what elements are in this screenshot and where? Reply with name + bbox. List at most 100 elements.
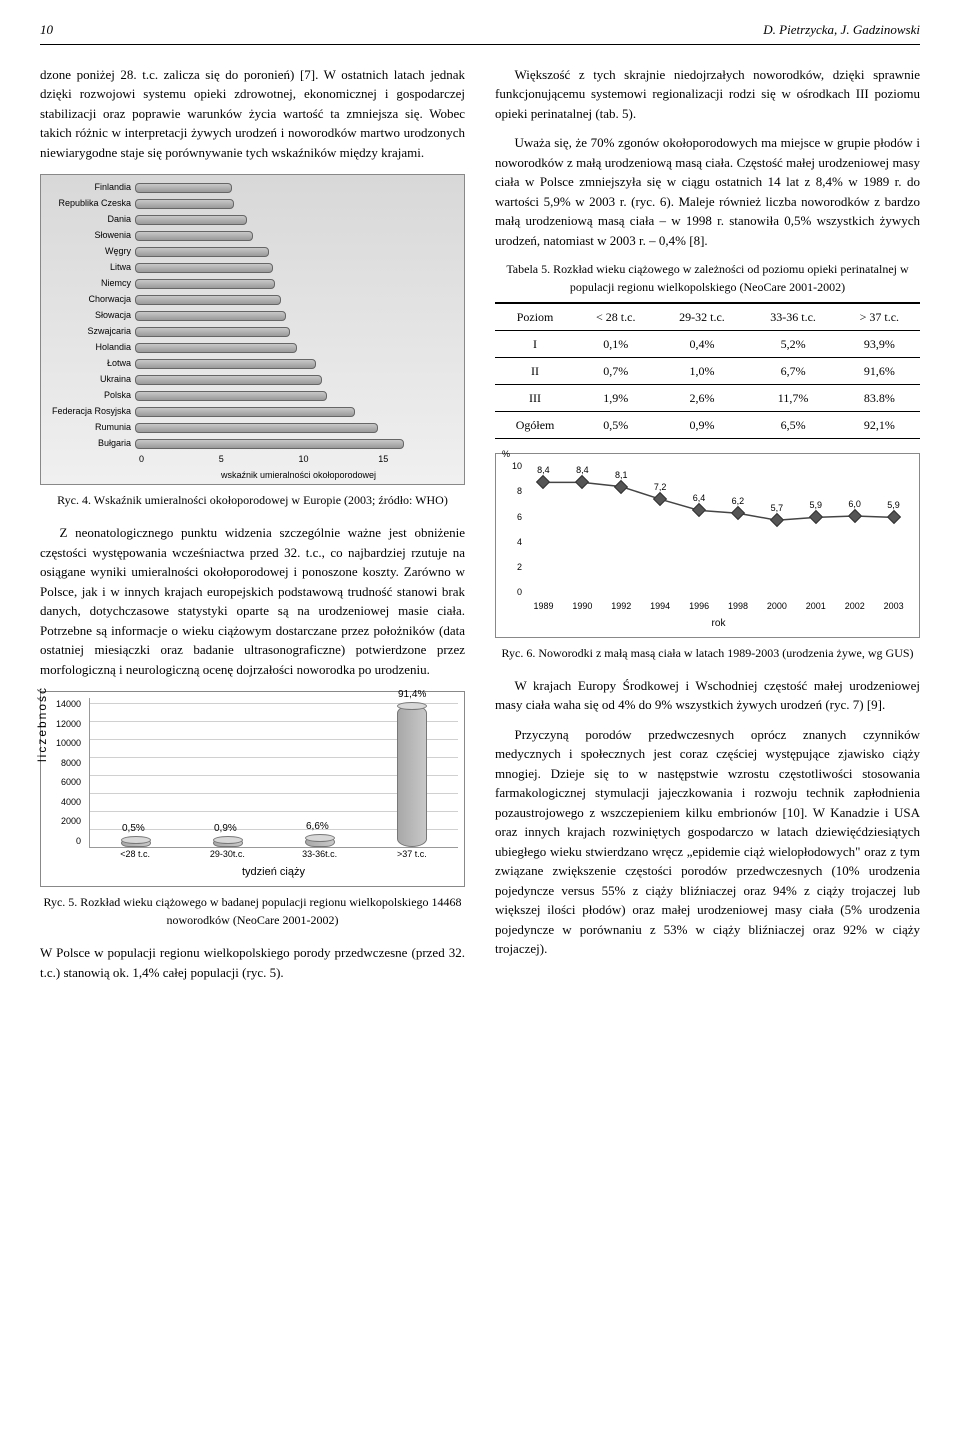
table-cell: 11,7%: [748, 385, 839, 412]
right-para-4: Przyczyną porodów przedwczesnych oprócz …: [495, 725, 920, 959]
bar-label: Ukraina: [47, 373, 135, 387]
figure-5-plot: 0,5% 0,9% 6,6% 91,4%: [89, 698, 458, 848]
column-value-label: 0,5%: [122, 821, 145, 836]
figure-5-xaxis: <28 t.c.29-30t.c.33-36t.c.>37 t.c.: [89, 848, 458, 862]
right-para-3: W krajach Europy Środkowej i Wschodniej …: [495, 676, 920, 715]
bar-axis-label: wskaźnik umieralności okołoporodowej: [139, 467, 458, 483]
bar-label: Niemcy: [47, 277, 135, 291]
yaxis-tick: 8000: [41, 757, 81, 771]
table-cell: 0,7%: [575, 358, 656, 385]
figure-5-xlabel: tydzień ciąży: [89, 862, 458, 881]
column-value-label: 91,4%: [398, 687, 426, 702]
yaxis-tick: 0: [502, 586, 522, 600]
bar: [135, 311, 286, 321]
bar-label: Federacja Rosyjska: [47, 405, 135, 419]
column-value-label: 6,6%: [306, 819, 329, 834]
bar: [135, 359, 316, 369]
right-para-2: Uważa się, że 70% zgonów okołoporodowych…: [495, 133, 920, 250]
right-column: Większość z tych skrajnie niedojrzałych …: [495, 65, 920, 993]
yaxis-tick: 4: [502, 536, 522, 550]
table-header: 29-32 t.c.: [656, 303, 747, 331]
table-cell: 6,7%: [748, 358, 839, 385]
column-3d: 91,4%: [366, 705, 458, 847]
yaxis-tick: 2: [502, 561, 522, 575]
figure-6-linechart: % 0246810 8,48,48,17,26,46,25,75,96,05,9…: [495, 453, 920, 638]
column-bar: 0,5%: [121, 839, 151, 847]
bar: [135, 327, 290, 337]
axis-tick: 15: [378, 453, 458, 467]
bar-label: Chorwacja: [47, 293, 135, 307]
bar-label: Słowacja: [47, 309, 135, 323]
figure-4-caption: Ryc. 4. Wskaźnik umieralności okołoporod…: [40, 491, 465, 509]
bar-row: Niemcy: [47, 277, 458, 291]
figure-5-yaxis: 02000400060008000100001200014000: [41, 698, 81, 848]
bar-label: Bułgaria: [47, 437, 135, 451]
bar-row: Rumunia: [47, 421, 458, 435]
bar-label: Dania: [47, 213, 135, 227]
bar-row: Litwa: [47, 261, 458, 275]
bar-row: Federacja Rosyjska: [47, 405, 458, 419]
xaxis-tick: 29-30t.c.: [181, 848, 273, 862]
line-marker-label: 8,4: [537, 464, 550, 478]
table-5-caption: Tabela 5. Rozkład wieku ciążowego w zale…: [495, 260, 920, 296]
bar: [135, 199, 234, 209]
page-number: 10: [40, 20, 53, 40]
line-marker-label: 6,2: [732, 495, 745, 509]
table-cell: III: [495, 385, 575, 412]
table-row: III1,9%2,6%11,7%83.8%: [495, 385, 920, 412]
line-marker-label: 6,4: [693, 492, 706, 506]
bar: [135, 295, 281, 305]
table-cell: 6,5%: [748, 412, 839, 439]
column-value-label: 0,9%: [214, 821, 237, 836]
bar: [135, 183, 232, 193]
figure-5-caption: Ryc. 5. Rozkład wieku ciążowego w badane…: [40, 893, 465, 929]
table-header: Poziom: [495, 303, 575, 331]
bar-label: Republika Czeska: [47, 197, 135, 211]
table-cell: 0,1%: [575, 331, 656, 358]
bar: [135, 231, 253, 241]
table-row: I0,1%0,4%5,2%93,9%: [495, 331, 920, 358]
bar-row: Słowenia: [47, 229, 458, 243]
table-cell: 2,6%: [656, 385, 747, 412]
line-marker-label: 5,7: [771, 502, 784, 516]
yaxis-tick: 10: [502, 460, 522, 474]
bar-label: Łotwa: [47, 357, 135, 371]
yaxis-tick: 4000: [41, 796, 81, 810]
yaxis-tick: 6000: [41, 776, 81, 790]
figure-6-plot: % 0246810 8,48,48,17,26,46,25,75,96,05,9: [524, 460, 913, 600]
figure-5-columnchart: liczebność 02000400060008000100001200014…: [40, 691, 465, 887]
bar-label: Finlandia: [47, 181, 135, 195]
yaxis-tick: 6: [502, 511, 522, 525]
yaxis-tick: 14000: [41, 698, 81, 712]
table-header: 33-36 t.c.: [748, 303, 839, 331]
xaxis-tick: 1990: [563, 600, 602, 614]
column-bar: 0,9%: [213, 839, 243, 847]
table-cell: 5,2%: [748, 331, 839, 358]
axis-tick: 10: [299, 453, 379, 467]
bar-row: Szwajcaria: [47, 325, 458, 339]
table-cell: 0,5%: [575, 412, 656, 439]
table-header: < 28 t.c.: [575, 303, 656, 331]
line-marker-label: 7,2: [654, 481, 667, 495]
xaxis-tick: 1992: [602, 600, 641, 614]
yaxis-tick: 0: [41, 835, 81, 849]
yaxis-tick: 2000: [41, 815, 81, 829]
bar: [135, 391, 327, 401]
table-cell: I: [495, 331, 575, 358]
column-3d: 0,9%: [182, 839, 274, 847]
bar-row: Polska: [47, 389, 458, 403]
bar-label: Szwajcaria: [47, 325, 135, 339]
bar: [135, 407, 355, 417]
axis-tick: 0: [139, 453, 219, 467]
bar-label: Słowenia: [47, 229, 135, 243]
bar: [135, 375, 322, 385]
bar: [135, 439, 404, 449]
xaxis-tick: 1996: [680, 600, 719, 614]
header-authors: D. Pietrzycka, J. Gadzinowski: [763, 20, 920, 40]
bar: [135, 279, 275, 289]
table-cell: 1,0%: [656, 358, 747, 385]
table-header: > 37 t.c.: [839, 303, 920, 331]
line-marker-label: 8,1: [615, 469, 628, 483]
line-marker-label: 5,9: [887, 499, 900, 513]
left-column: dzone poniżej 28. t.c. zalicza się do po…: [40, 65, 465, 993]
